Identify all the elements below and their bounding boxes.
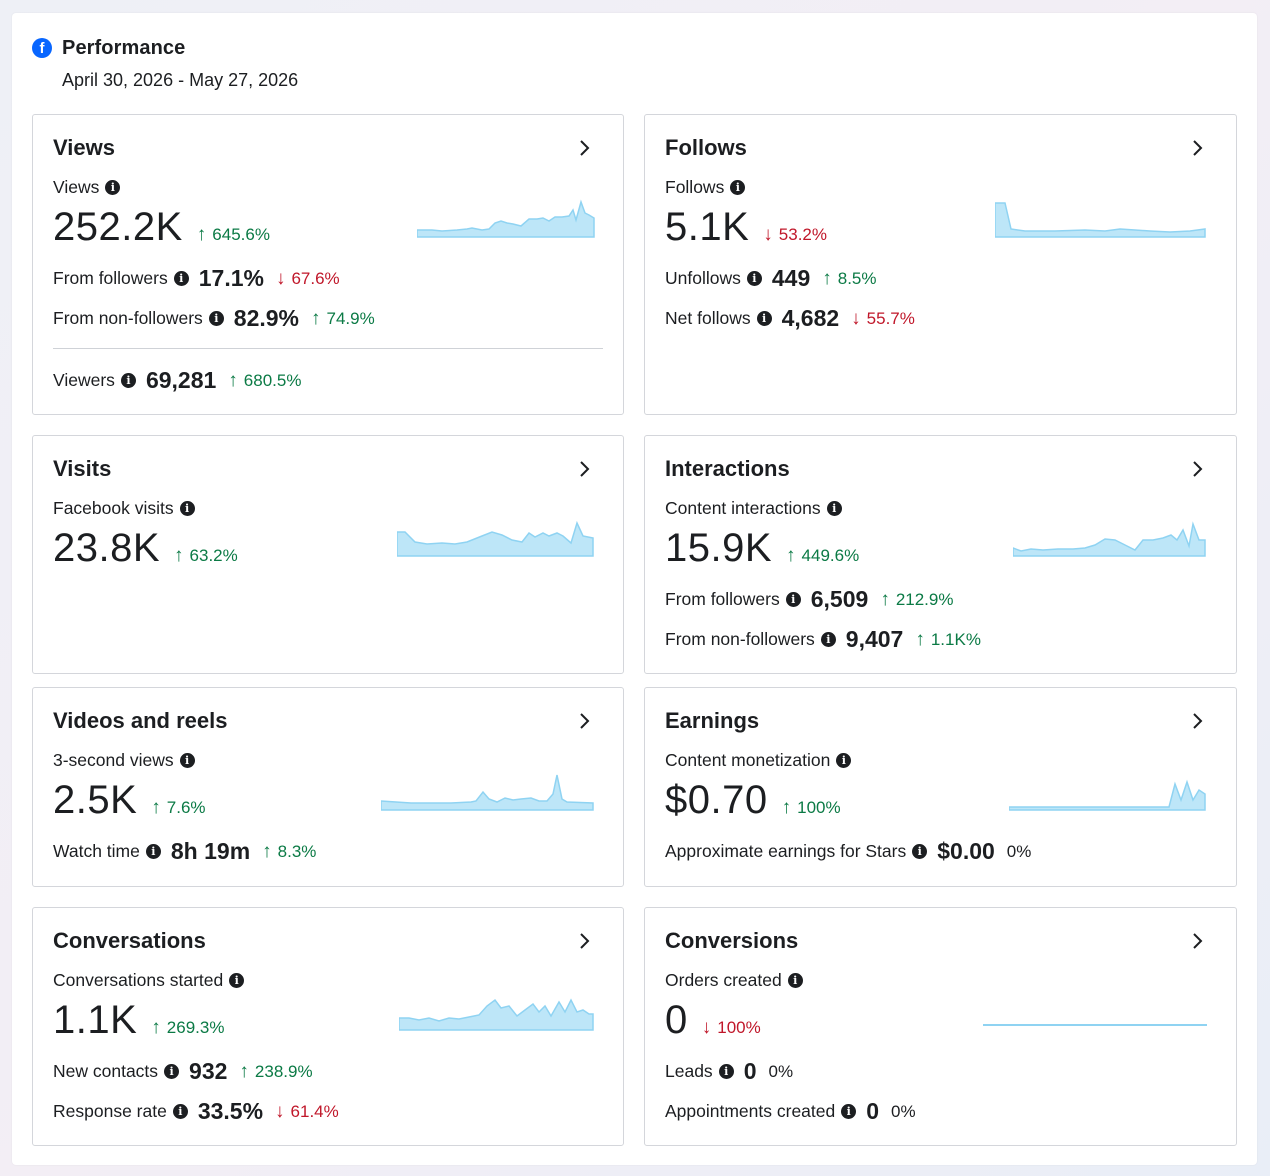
delta-up: ↑ 7.6% bbox=[151, 797, 206, 818]
from-non-followers-row: From non-followers i 9,407 ↑ 1.1K% bbox=[665, 626, 981, 652]
card-title: Follows bbox=[665, 135, 747, 160]
info-icon[interactable]: i bbox=[179, 753, 195, 768]
info-icon[interactable]: i bbox=[826, 501, 842, 516]
delta-down: ↓ 53.2% bbox=[763, 224, 827, 245]
card-title: Conversations bbox=[53, 928, 206, 953]
info-icon[interactable]: i bbox=[173, 271, 189, 286]
delta-up: ↑ 63.2% bbox=[174, 545, 238, 566]
videos-and-reels-card[interactable]: Videos and reels 3-second views i 2.5K ↑ 7.… bbox=[32, 687, 624, 887]
metric-value: 23.8K ↑ 63.2% bbox=[53, 526, 238, 570]
watch-time-row: Watch time i 8h 19m ↑ 8.3% bbox=[53, 838, 317, 864]
chevron-right-icon[interactable] bbox=[573, 137, 595, 159]
card-title: Earnings bbox=[665, 708, 760, 733]
views-card[interactable]: Views Views i 252.2K ↑ 645.6% From follower… bbox=[32, 114, 624, 415]
appointments-row: Appointments created i 0 0% bbox=[665, 1098, 916, 1124]
chevron-right-icon[interactable] bbox=[1186, 710, 1208, 732]
delta-up: ↑ 449.6% bbox=[786, 545, 860, 566]
info-icon[interactable]: i bbox=[145, 844, 161, 859]
info-icon[interactable]: i bbox=[787, 973, 803, 988]
metric-value: 2.5K ↑ 7.6% bbox=[53, 778, 206, 822]
conversions-sparkline bbox=[983, 1024, 1207, 1026]
new-contacts-row: New contacts i 932 ↑ 238.9% bbox=[53, 1058, 313, 1084]
performance-panel: f Performance April 30, 2026 - May 27, 2… bbox=[12, 13, 1257, 1165]
info-icon[interactable]: i bbox=[836, 753, 852, 768]
card-title: Interactions bbox=[665, 456, 790, 481]
info-icon[interactable]: i bbox=[120, 373, 136, 388]
info-icon[interactable]: i bbox=[785, 592, 801, 607]
views-sparkline bbox=[417, 199, 595, 238]
from-followers-row: From followers i 17.1% ↓ 67.6% bbox=[53, 265, 340, 291]
conversations-sparkline bbox=[399, 998, 594, 1031]
metric-label: Content interactions i bbox=[665, 498, 842, 519]
card-title: Videos and reels bbox=[53, 708, 228, 733]
delta-down: ↓ 100% bbox=[701, 1017, 761, 1038]
conversions-card[interactable]: Conversions Orders created i 0 ↓ 100% Leads… bbox=[644, 907, 1237, 1146]
info-icon[interactable]: i bbox=[718, 1064, 734, 1079]
visits-sparkline bbox=[397, 520, 594, 557]
chevron-right-icon[interactable] bbox=[1186, 930, 1208, 952]
info-icon[interactable]: i bbox=[229, 973, 245, 988]
chevron-right-icon[interactable] bbox=[573, 458, 595, 480]
chevron-right-icon[interactable] bbox=[1186, 137, 1208, 159]
metric-value: $0.70 ↑ 100% bbox=[665, 778, 841, 822]
chevron-right-icon[interactable] bbox=[1186, 458, 1208, 480]
videos-sparkline bbox=[381, 774, 594, 811]
response-rate-row: Response rate i 33.5% ↓ 61.4% bbox=[53, 1098, 339, 1124]
from-non-followers-row: From non-followers i 82.9% ↑ 74.9% bbox=[53, 305, 375, 331]
info-icon[interactable]: i bbox=[164, 1064, 180, 1079]
delta-up: ↑ 100% bbox=[781, 797, 841, 818]
metric-label: Views i bbox=[53, 177, 121, 198]
info-icon[interactable]: i bbox=[105, 180, 121, 195]
stars-earnings-row: Approximate earnings for Stars i $0.00 0% bbox=[665, 838, 1032, 864]
metric-label: Orders created i bbox=[665, 970, 803, 991]
card-title: Visits bbox=[53, 456, 112, 481]
info-icon[interactable]: i bbox=[746, 271, 762, 286]
interactions-card[interactable]: Interactions Content interactions i 15.9K… bbox=[644, 435, 1237, 674]
metric-label: Conversations started i bbox=[53, 970, 245, 991]
visits-card[interactable]: Visits Facebook visits i 23.8K ↑ 63.2% bbox=[32, 435, 624, 674]
earnings-sparkline bbox=[1009, 779, 1206, 811]
metric-value: 1.1K ↑ 269.3% bbox=[53, 998, 225, 1042]
leads-row: Leads i 0 0% bbox=[665, 1058, 794, 1084]
metric-value: 0 ↓ 100% bbox=[665, 998, 761, 1042]
card-title: Views bbox=[53, 135, 115, 160]
metric-value: 15.9K ↑ 449.6% bbox=[665, 526, 860, 570]
info-icon[interactable]: i bbox=[756, 311, 772, 326]
card-title: Conversions bbox=[665, 928, 799, 953]
date-range: April 30, 2026 - May 27, 2026 bbox=[62, 70, 299, 90]
from-followers-row: From followers i 6,509 ↑ 212.9% bbox=[665, 586, 954, 612]
chevron-right-icon[interactable] bbox=[573, 710, 595, 732]
info-icon[interactable]: i bbox=[912, 844, 928, 859]
viewers-row: Viewers i 69,281 ↑ 680.5% bbox=[53, 367, 302, 393]
info-icon[interactable]: i bbox=[820, 632, 836, 647]
earnings-card[interactable]: Earnings Content monetization i $0.70 ↑ 100… bbox=[644, 687, 1237, 887]
follows-card[interactable]: Follows Follows i 5.1K ↓ 53.2% Unfollows i 44… bbox=[644, 114, 1237, 415]
delta-up: ↑ 269.3% bbox=[151, 1017, 225, 1038]
metric-label: Facebook visits i bbox=[53, 498, 195, 519]
conversations-card[interactable]: Conversations Conversations started i 1.1… bbox=[32, 907, 624, 1146]
follows-sparkline bbox=[995, 202, 1206, 238]
unfollows-row: Unfollows i 449 ↑ 8.5% bbox=[665, 265, 877, 291]
metric-label: Content monetization i bbox=[665, 750, 852, 771]
info-icon[interactable]: i bbox=[841, 1104, 857, 1119]
metric-value: 252.2K ↑ 645.6% bbox=[53, 205, 270, 249]
info-icon[interactable]: i bbox=[208, 311, 224, 326]
delta-up: ↑ 645.6% bbox=[196, 224, 270, 245]
info-icon[interactable]: i bbox=[179, 501, 195, 516]
page-title: Performance bbox=[62, 37, 186, 59]
info-icon[interactable]: i bbox=[730, 180, 746, 195]
facebook-icon: f bbox=[32, 38, 52, 58]
metric-value: 5.1K ↓ 53.2% bbox=[665, 205, 827, 249]
chevron-right-icon[interactable] bbox=[573, 930, 595, 952]
divider bbox=[53, 348, 603, 349]
metric-label: 3-second views i bbox=[53, 750, 195, 771]
metric-label: Follows i bbox=[665, 177, 746, 198]
interactions-sparkline bbox=[1013, 521, 1206, 557]
net-follows-row: Net follows i 4,682 ↓ 55.7% bbox=[665, 305, 915, 331]
info-icon[interactable]: i bbox=[172, 1104, 188, 1119]
